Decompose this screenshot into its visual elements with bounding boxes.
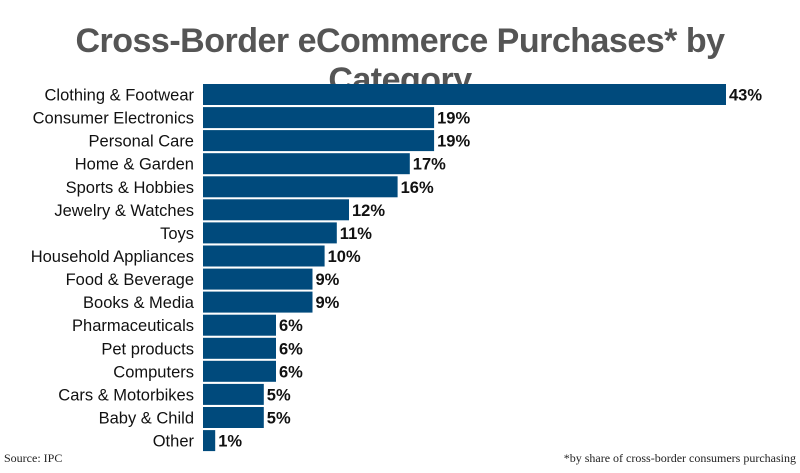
bar [203, 360, 276, 382]
value-label: 16% [401, 179, 434, 197]
category-label: Pet products [101, 340, 194, 358]
bar [203, 176, 398, 198]
bar [203, 153, 410, 175]
value-label: 10% [328, 248, 361, 266]
value-label: 1% [218, 433, 242, 451]
value-label: 5% [267, 410, 291, 428]
bar [203, 291, 313, 313]
category-label: Food & Beverage [66, 271, 194, 289]
category-label: Household Appliances [31, 248, 194, 266]
category-label: Sports & Hobbies [66, 179, 194, 197]
bar [203, 314, 276, 336]
bar [203, 383, 264, 405]
bar [203, 245, 325, 267]
value-label: 17% [413, 156, 446, 174]
category-label: Pharmaceuticals [72, 317, 194, 335]
footnote: *by share of cross-border consumers purc… [563, 451, 796, 465]
value-label: 6% [279, 317, 303, 335]
value-label: 5% [267, 386, 291, 404]
value-label: 43% [729, 87, 762, 105]
bar [203, 199, 349, 221]
bar [203, 107, 435, 129]
category-label: Baby & Child [99, 410, 194, 428]
category-label: Consumer Electronics [33, 110, 194, 128]
category-label: Books & Media [83, 294, 195, 312]
bar [203, 84, 726, 105]
bar [203, 407, 264, 428]
value-label: 12% [352, 202, 385, 220]
category-label: Computers [113, 363, 194, 381]
bar [203, 130, 435, 152]
category-label: Home & Garden [75, 156, 194, 174]
value-label: 11% [340, 225, 372, 243]
category-label: Toys [160, 225, 194, 243]
category-label: Clothing & Footwear [45, 87, 195, 105]
source-note: Source: IPC [4, 451, 63, 465]
value-label: 9% [316, 271, 340, 289]
category-label: Personal Care [89, 133, 194, 151]
category-label: Jewelry & Watches [54, 202, 194, 220]
bar [203, 337, 276, 359]
chart-title: Cross-Border eCommerce Purchases* by Cat… [75, 22, 725, 99]
category-label: Cars & Motorbikes [58, 386, 194, 404]
value-label: 19% [437, 133, 470, 151]
value-label: 6% [279, 363, 303, 381]
bar [203, 222, 337, 244]
bar [203, 268, 313, 290]
value-label: 6% [279, 340, 303, 358]
value-label: 9% [316, 294, 340, 312]
value-label: 19% [437, 110, 470, 128]
category-label: Other [153, 433, 195, 451]
bar [203, 430, 216, 452]
